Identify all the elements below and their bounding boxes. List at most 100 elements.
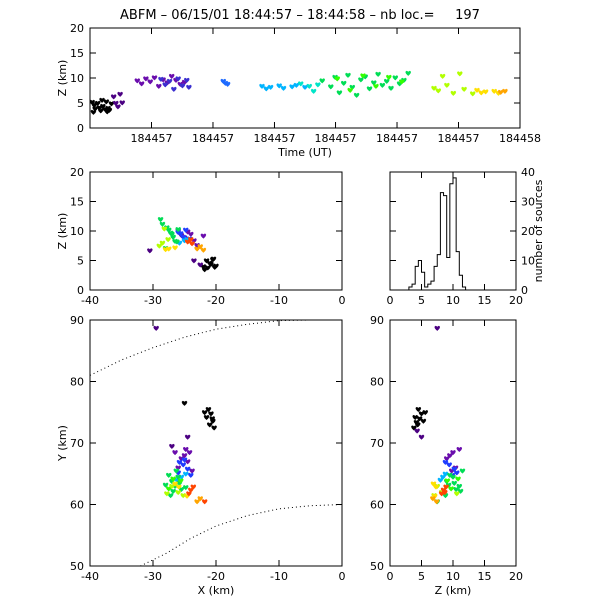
plot-area <box>90 320 342 566</box>
source-point <box>175 76 181 82</box>
x-tick-label: 5 <box>418 294 425 307</box>
source-point <box>298 81 304 87</box>
y-tick-label: 60 <box>370 499 384 512</box>
source-point <box>183 485 189 491</box>
source-point <box>169 443 175 449</box>
source-point <box>172 245 178 251</box>
source-point <box>263 86 269 92</box>
x-tick-label: 15 <box>478 570 492 583</box>
y-tick-label: 10 <box>70 72 84 85</box>
source-point <box>98 108 104 114</box>
x-axis-label: X (km) <box>198 584 235 597</box>
source-point <box>315 82 321 88</box>
y-tick-label: 15 <box>70 47 84 60</box>
source-point <box>461 86 467 92</box>
source-point <box>166 78 173 84</box>
x-tick-label: 184457 <box>438 132 480 145</box>
source-point <box>414 428 420 434</box>
source-point <box>444 478 451 484</box>
y-tick-label: 5 <box>77 255 84 268</box>
source-point <box>455 476 461 482</box>
source-point <box>119 100 125 106</box>
y-tick-label: 50 <box>370 560 384 573</box>
source-point <box>213 263 219 269</box>
source-point <box>470 91 476 97</box>
source-point <box>448 486 454 492</box>
x-tick-label: -30 <box>144 570 162 583</box>
source-point <box>176 459 183 465</box>
source-point <box>147 79 153 85</box>
source-point <box>172 450 178 456</box>
source-point <box>422 410 428 416</box>
x-tick-label: -10 <box>270 294 288 307</box>
source-point <box>162 482 169 488</box>
source-point <box>360 73 366 79</box>
source-point <box>188 231 194 237</box>
y-tick-label: 0 <box>77 122 84 135</box>
x-tick-label: 0 <box>387 294 394 307</box>
source-point <box>186 450 193 456</box>
source-point <box>328 84 334 90</box>
source-point <box>336 90 343 96</box>
y-tick-label: 20 <box>70 22 84 35</box>
x-tick-label: 184457 <box>192 132 234 145</box>
source-point <box>184 434 191 440</box>
source-point <box>200 233 207 239</box>
x-tick-label: 184457 <box>376 132 418 145</box>
y-tick-label: 20 <box>70 166 84 179</box>
source-point <box>188 487 194 493</box>
source-point <box>158 76 164 82</box>
source-point <box>345 72 351 78</box>
source-point <box>161 226 168 232</box>
source-point <box>558 77 563 81</box>
source-point <box>375 71 381 77</box>
source-point <box>175 474 181 480</box>
source-point <box>184 466 191 472</box>
source-point <box>474 87 480 93</box>
figure-title: ABFM – 06/15/01 18:44:57 – 18:44:58 – nb… <box>120 8 480 23</box>
y-tick-label: 50 <box>70 560 84 573</box>
source-point <box>191 258 197 264</box>
source-point <box>444 82 450 88</box>
source-point <box>450 450 456 456</box>
x-tick-label: 0 <box>339 294 346 307</box>
source-point <box>413 419 420 426</box>
source-point <box>186 491 192 497</box>
source-point <box>151 75 158 81</box>
source-point <box>156 83 162 89</box>
source-point <box>138 81 145 87</box>
source-point <box>431 85 437 91</box>
source-point <box>451 480 457 486</box>
x-tick-label: -20 <box>207 570 225 583</box>
source-point <box>180 462 186 468</box>
source-point <box>181 457 188 463</box>
source-point <box>593 88 598 92</box>
panel-time-height: 184457 184457 184457 184457 184457 184457 1844… <box>56 22 598 159</box>
axes-frame <box>389 171 517 291</box>
source-point <box>567 84 572 88</box>
source-point <box>211 425 217 431</box>
source-point <box>90 99 95 105</box>
source-point <box>117 91 123 97</box>
source-point <box>347 87 353 93</box>
source-point <box>147 248 153 254</box>
source-point <box>189 241 195 247</box>
source-point <box>166 486 172 492</box>
source-point <box>319 78 325 84</box>
source-point <box>442 459 449 465</box>
source-point <box>174 239 180 245</box>
x-tick-label: 184458 <box>499 132 541 145</box>
network-range-curve <box>140 504 342 566</box>
x-tick-label: 5 <box>418 570 425 583</box>
x-tick-label: -40 <box>81 294 99 307</box>
x-tick-label: -10 <box>270 570 288 583</box>
source-point <box>482 89 489 95</box>
y-tick-label: 10 <box>521 255 535 268</box>
x-tick-label: -20 <box>207 294 225 307</box>
y-tick-label: 60 <box>70 499 84 512</box>
source-point <box>399 79 405 85</box>
source-point <box>201 410 208 416</box>
source-point <box>203 415 210 421</box>
